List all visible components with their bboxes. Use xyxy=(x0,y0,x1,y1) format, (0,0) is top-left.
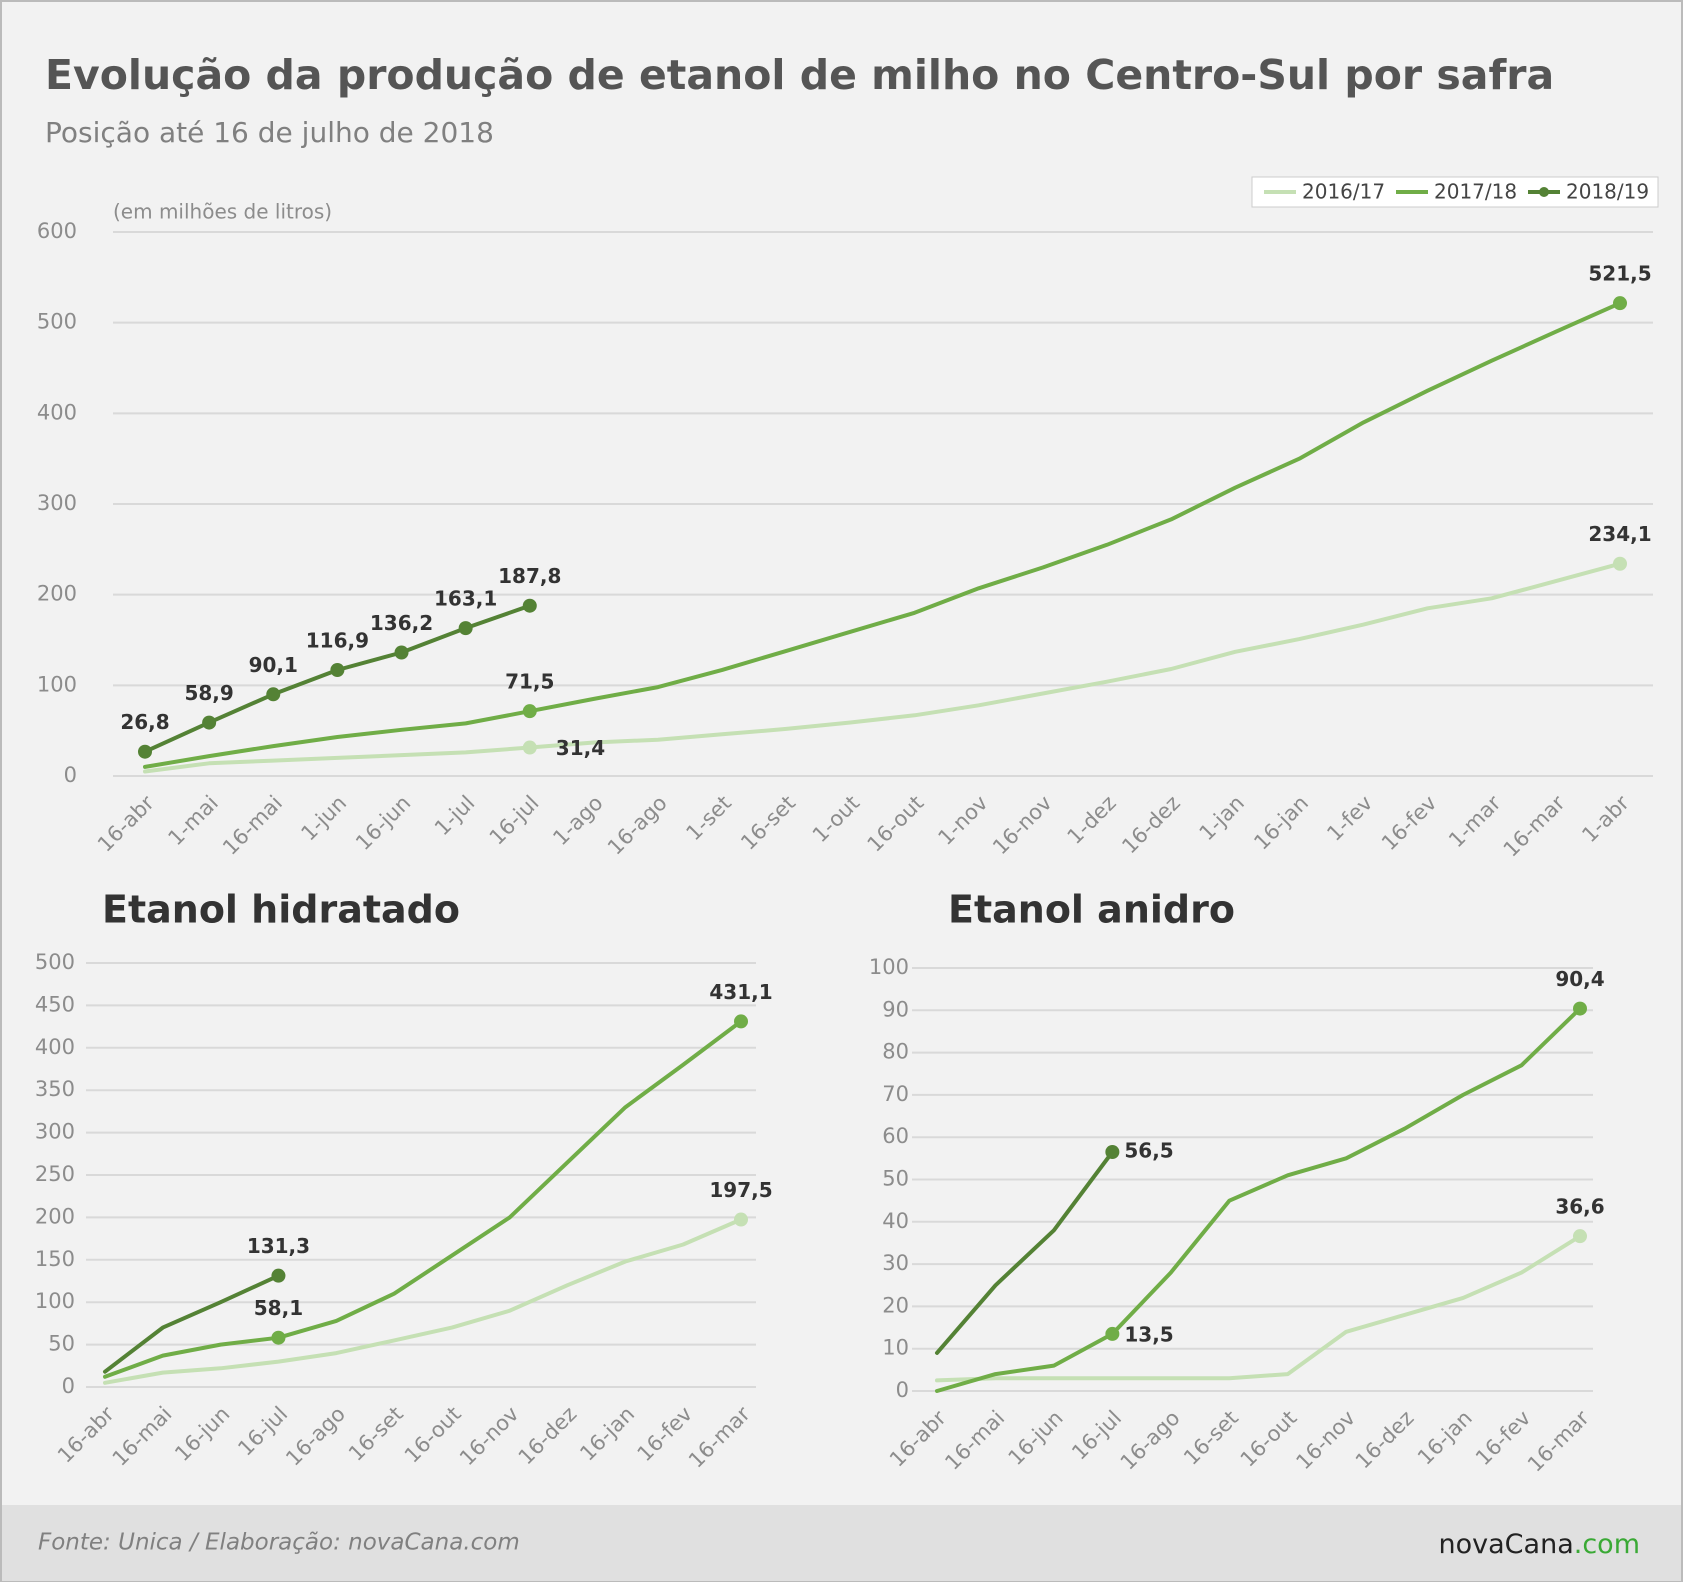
data-label: 26,8 xyxy=(120,710,169,734)
data-label: 116,9 xyxy=(306,629,369,653)
y-tick-label: 450 xyxy=(35,992,75,1016)
y-tick-label: 30 xyxy=(882,1251,909,1275)
series-line xyxy=(143,561,1622,774)
data-label: 36,6 xyxy=(1555,1195,1604,1219)
y-tick-label: 0 xyxy=(64,763,77,787)
y-tick-label: 350 xyxy=(35,1077,75,1101)
brand: novaCana.com xyxy=(1439,1529,1640,1560)
data-point xyxy=(1573,1001,1587,1016)
y-tick-label: 90 xyxy=(882,997,909,1021)
footer-band xyxy=(2,1505,1681,1581)
chart-title: Etanol hidratado xyxy=(102,888,460,932)
chart-title: Etanol anidro xyxy=(948,888,1235,932)
source: Fonte: Unica / Elaboração: novaCana.com xyxy=(38,1530,520,1556)
data-point xyxy=(734,1014,748,1029)
data-point xyxy=(1613,296,1627,311)
data-point xyxy=(330,663,345,678)
legend-label: 2016/17 xyxy=(1302,180,1385,204)
data-point xyxy=(522,704,537,719)
legend-label: 2018/19 xyxy=(1566,180,1649,204)
data-label: 234,1 xyxy=(1588,522,1651,546)
y-tick-label: 500 xyxy=(35,950,75,974)
y-tick-label: 40 xyxy=(882,1209,909,1233)
data-point xyxy=(522,740,537,755)
series-line xyxy=(935,1150,1115,1355)
series-line xyxy=(143,301,1622,769)
data-point xyxy=(1105,1145,1120,1160)
y-tick-label: 70 xyxy=(882,1082,909,1106)
series-line xyxy=(935,1006,1582,1393)
series-line xyxy=(103,1273,281,1374)
y-tick-label: 50 xyxy=(48,1332,75,1356)
y-tick-label: 100 xyxy=(869,955,909,979)
y-tick-label: 80 xyxy=(882,1040,909,1064)
y-tick-label: 250 xyxy=(35,1162,75,1186)
data-point xyxy=(458,621,473,636)
data-label: 187,8 xyxy=(498,564,561,588)
data-label: 31,4 xyxy=(556,736,605,760)
y-tick-label: 20 xyxy=(882,1293,909,1317)
y-tick-label: 300 xyxy=(35,1120,75,1144)
y-axis-label: (em milhões de litros) xyxy=(113,200,332,224)
y-tick-label: 0 xyxy=(896,1378,909,1402)
series-line xyxy=(103,1019,743,1379)
data-label: 13,5 xyxy=(1124,1322,1173,1346)
data-point xyxy=(271,1268,286,1283)
y-tick-label: 10 xyxy=(882,1336,909,1360)
brand-name: novaCana xyxy=(1439,1529,1574,1560)
data-label: 90,4 xyxy=(1555,967,1604,991)
y-tick-label: 200 xyxy=(35,1204,75,1228)
y-tick-label: 100 xyxy=(35,1289,75,1313)
legend-box xyxy=(1251,176,1659,208)
data-point xyxy=(266,687,281,702)
y-tick-label: 600 xyxy=(37,219,77,243)
y-tick-label: 500 xyxy=(37,310,77,334)
data-label: 163,1 xyxy=(434,587,497,611)
series-line xyxy=(103,1217,743,1385)
y-tick-label: 50 xyxy=(882,1167,909,1191)
y-tick-label: 100 xyxy=(37,672,77,696)
data-point xyxy=(394,645,409,660)
legend-marker xyxy=(1539,187,1549,197)
y-tick-label: 150 xyxy=(35,1247,75,1271)
data-label: 197,5 xyxy=(709,1178,772,1202)
data-point xyxy=(202,715,217,730)
data-point xyxy=(271,1330,286,1345)
data-label: 58,9 xyxy=(184,681,233,705)
y-tick-label: 400 xyxy=(35,1035,75,1059)
data-label: 90,1 xyxy=(249,653,298,677)
y-tick-label: 300 xyxy=(37,491,77,515)
series-line xyxy=(935,1234,1582,1383)
data-point xyxy=(1105,1326,1120,1341)
data-label: 431,1 xyxy=(709,980,772,1004)
y-tick-label: 60 xyxy=(882,1124,909,1148)
data-label: 521,5 xyxy=(1588,262,1651,286)
legend-label: 2017/18 xyxy=(1434,180,1517,204)
subtitle: Posição até 16 de julho de 2018 xyxy=(45,116,494,149)
data-label: 56,5 xyxy=(1124,1139,1173,1163)
brand-domain: .com xyxy=(1574,1529,1640,1560)
y-tick-label: 0 xyxy=(62,1374,75,1398)
data-point xyxy=(1613,556,1627,571)
data-label: 131,3 xyxy=(247,1234,310,1258)
data-label: 58,1 xyxy=(254,1296,303,1320)
data-point xyxy=(1573,1229,1587,1244)
y-tick-label: 200 xyxy=(37,582,77,606)
data-point xyxy=(522,598,537,613)
data-label: 136,2 xyxy=(370,611,433,635)
data-point xyxy=(734,1212,748,1227)
y-tick-label: 400 xyxy=(37,400,77,424)
data-point xyxy=(138,744,152,759)
title: Evolução da produção de etanol de milho … xyxy=(45,51,1554,99)
data-label: 71,5 xyxy=(505,670,554,694)
